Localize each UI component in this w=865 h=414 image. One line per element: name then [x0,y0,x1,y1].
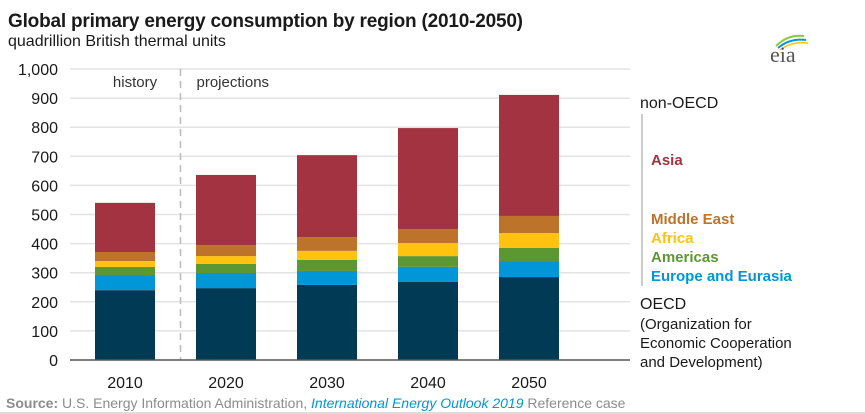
bar-stack-2020 [196,174,256,360]
bar-segment-europe-and-eurasia [297,270,357,285]
oecd-desc-line-2: Economic Cooperation [640,335,792,352]
legend-oecd: OECD [640,296,687,313]
bar-segment-africa [297,250,357,260]
bar-stack-2040 [398,128,458,360]
bar-segment-asia [196,174,256,246]
footer-divider [0,412,865,414]
source-note: Source: U.S. Energy Information Administ… [6,395,625,411]
bar-segment-middle-east [196,245,256,257]
eia-logo-swoosh-icon [775,34,809,50]
history-label: history [113,74,158,91]
bar-segment-middle-east [398,229,458,244]
x-tick-label: 2050 [511,375,547,392]
bar-segment-europe-and-eurasia [95,275,155,291]
source-publication: International Energy Outlook 2019 [311,395,524,411]
bar-segment-asia [499,94,559,216]
y-tick-label: 500 [31,208,58,225]
y-tick-label: 1,000 [18,62,58,79]
bar-segment-africa [196,256,256,264]
bar-segment-middle-east [95,252,155,262]
bar-segment-europe-and-eurasia [499,261,559,278]
bar-segment-europe-and-eurasia [398,266,458,283]
bar-segment-asia [95,202,155,253]
legend-americas: Americas [651,249,719,266]
x-tick-label: 2030 [309,375,345,392]
eia-logo: eia [770,30,810,67]
chart-title: Global primary energy consumption by reg… [8,11,523,32]
bar-segment-africa [95,261,155,267]
y-tick-label: 900 [31,91,58,108]
y-tick-label: 100 [31,324,58,341]
bar-segment-oecd [196,288,256,360]
source-agency: U.S. Energy Information Administration, [58,395,312,411]
y-tick-label: 400 [31,237,58,254]
bar-segment-africa [398,243,458,257]
y-tick-label: 300 [31,266,58,283]
legend-europe-eurasia: Europe and Eurasia [651,268,792,285]
bar-segment-americas [297,259,357,271]
legend-africa: Africa [651,230,694,247]
x-tick-label: 2040 [410,375,446,392]
bar-stack-2050 [499,94,559,360]
bar-segment-oecd [95,290,155,360]
y-tick-label: 600 [31,178,58,195]
oecd-desc-line-3: and Development) [640,354,763,371]
source-label: Source: [6,395,59,411]
legend-asia: Asia [651,152,683,169]
bar-segment-americas [398,256,458,267]
y-tick-label: 800 [31,120,58,137]
legend-middle-east: Middle East [651,211,735,228]
bar-segment-oecd [297,284,357,360]
oecd-description: (Organization for Economic Cooperation a… [640,315,792,372]
bar-segment-oecd [398,282,458,360]
bar-segment-asia [398,128,458,230]
bar-segment-asia [297,155,357,238]
y-tick-label: 700 [31,149,58,166]
bar-segment-americas [499,247,559,262]
y-tick-label: 0 [49,353,58,370]
source-suffix: Reference case [523,395,626,411]
bar-segment-africa [499,233,559,248]
y-tick-label: 200 [31,295,58,312]
x-tick-label: 2020 [208,375,244,392]
projections-label: projections [197,74,270,91]
bar-stack-2030 [297,155,357,360]
bar-segment-oecd [499,277,559,360]
chart-subtitle: quadrillion British thermal units [8,33,226,50]
bar-segment-americas [196,263,256,273]
bar-segment-europe-and-eurasia [196,272,256,289]
legend-non-oecd: non-OECD [640,95,719,112]
bar-segment-middle-east [499,215,559,234]
bar-segment-americas [95,266,155,276]
x-tick-label: 2010 [107,375,143,392]
eia-logo-text: eia [770,42,796,67]
bar-stack-2010 [95,202,155,360]
bar-segment-middle-east [297,237,357,251]
oecd-desc-line-1: (Organization for [640,316,752,333]
